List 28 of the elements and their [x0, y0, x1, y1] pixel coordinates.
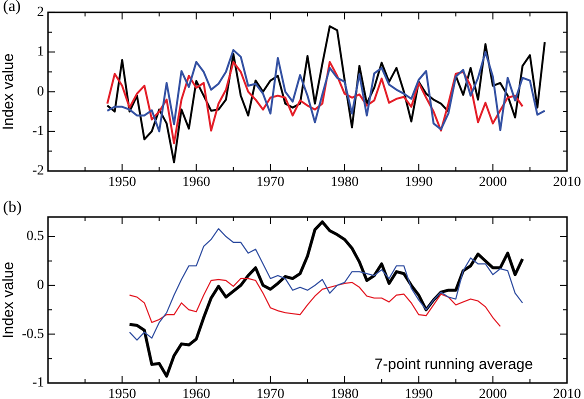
annotation: 7-point running average: [374, 356, 533, 373]
x-tick-label: 1980: [330, 175, 359, 190]
y-axis-title: Index value: [0, 53, 18, 130]
y-tick-label: -0.5: [22, 326, 44, 342]
y-tick-label: -1: [32, 376, 44, 391]
chart-title: (b): [3, 199, 22, 217]
chart-title: (a): [3, 0, 21, 16]
y-axis-title: Index value: [0, 262, 18, 338]
y-tick-label: 0: [37, 84, 44, 100]
x-tick-label: 2000: [478, 387, 507, 399]
x-tick-label: 2000: [478, 175, 507, 190]
x-tick-label: 1960: [182, 175, 210, 190]
x-tick-label: 1990: [404, 387, 433, 399]
y-tick-label: -1: [32, 124, 44, 140]
x-tick-label: 1970: [256, 175, 284, 190]
x-tick-label: 1950: [108, 175, 136, 190]
x-tick-label: 1970: [256, 387, 284, 399]
x-tick-label: 1990: [404, 175, 433, 190]
x-tick-label: 1960: [182, 387, 210, 399]
y-tick-label: -2: [32, 164, 44, 179]
x-tick-label: 2010: [553, 175, 581, 190]
y-tick-label: 1: [37, 44, 44, 60]
x-tick-label: 2010: [553, 387, 581, 399]
y-tick-label: 0.5: [26, 229, 44, 244]
y-tick-label: 2: [37, 5, 44, 20]
x-tick-label: 1950: [108, 387, 136, 399]
x-tick-label: 1980: [330, 387, 359, 399]
y-tick-label: 0: [37, 278, 44, 294]
